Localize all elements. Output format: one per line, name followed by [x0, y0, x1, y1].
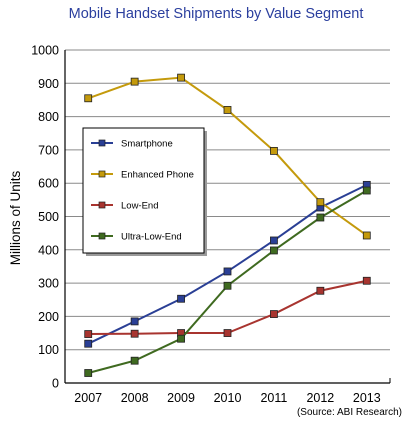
y-tick-label: 0	[52, 377, 59, 391]
data-point	[130, 356, 139, 365]
data-point	[362, 186, 371, 195]
data-point	[177, 334, 185, 343]
data-point	[270, 246, 278, 255]
data-point	[84, 339, 93, 348]
data-point	[316, 198, 325, 207]
data-point	[130, 329, 139, 338]
legend-label: Smartphone	[121, 139, 173, 150]
data-point	[362, 231, 371, 240]
x-tick-label: 2009	[167, 391, 195, 405]
y-tick-label: 200	[38, 310, 59, 324]
source-note: (Source: ABI Research)	[296, 407, 402, 418]
data-point	[270, 310, 278, 318]
data-point	[270, 146, 278, 155]
gridlines	[65, 49, 390, 351]
x-tick-labels: 2007 2008 2009 2010 2011 2012 2013	[74, 391, 380, 405]
legend: Smartphone Enhanced Phone Low-End Ultra-Low…	[82, 127, 207, 256]
x-tick-label: 2010	[214, 391, 242, 405]
data-point	[316, 213, 325, 222]
y-tick-label: 900	[38, 77, 59, 91]
data-point	[130, 317, 139, 326]
legend-label: Low-End	[121, 201, 159, 212]
y-tick-label: 800	[38, 110, 59, 124]
y-axis-label: Millions of Units	[8, 170, 23, 265]
series-3	[84, 186, 371, 377]
x-tick-label: 2008	[121, 391, 149, 405]
legend-label: Enhanced Phone	[121, 170, 194, 181]
y-tick-label: 600	[38, 177, 59, 191]
data-point	[270, 236, 278, 245]
legend-marker	[98, 170, 106, 178]
data-point	[177, 73, 185, 82]
data-point	[316, 286, 325, 295]
data-point	[223, 106, 232, 114]
y-tick-label: 300	[38, 277, 59, 291]
y-tick-labels: 0 100 200 300 400 500 600 700 800 900 1000	[31, 44, 59, 391]
data-point	[130, 77, 139, 86]
series-0	[84, 180, 371, 348]
x-tick-label: 2012	[306, 391, 334, 405]
chart-title: Mobile Handset Shipments by Value Segmen…	[68, 6, 364, 22]
data-point	[84, 369, 93, 377]
x-tick-label: 2007	[74, 391, 102, 405]
y-tick-label: 1000	[31, 44, 59, 58]
axes	[64, 50, 391, 384]
y-tick-label: 500	[38, 210, 59, 224]
x-tick-label: 2013	[353, 391, 381, 405]
data-point	[177, 294, 185, 303]
legend-label: Ultra-Low-End	[121, 232, 182, 243]
legend-marker	[98, 139, 106, 147]
y-tick-label: 100	[38, 343, 59, 357]
x-tick-label: 2011	[260, 391, 287, 405]
data-point	[223, 267, 232, 276]
y-tick-label: 400	[38, 243, 59, 257]
data-point	[223, 281, 232, 290]
legend-marker	[98, 232, 106, 240]
series-2	[84, 276, 371, 338]
y-tick-label: 700	[38, 143, 59, 157]
data-point	[84, 330, 93, 338]
legend-box	[82, 127, 205, 254]
data-point	[223, 329, 232, 337]
legend-marker	[98, 201, 106, 209]
data-point	[362, 276, 371, 285]
data-point	[84, 94, 93, 103]
series-lines	[84, 73, 371, 377]
series-1	[84, 73, 371, 240]
